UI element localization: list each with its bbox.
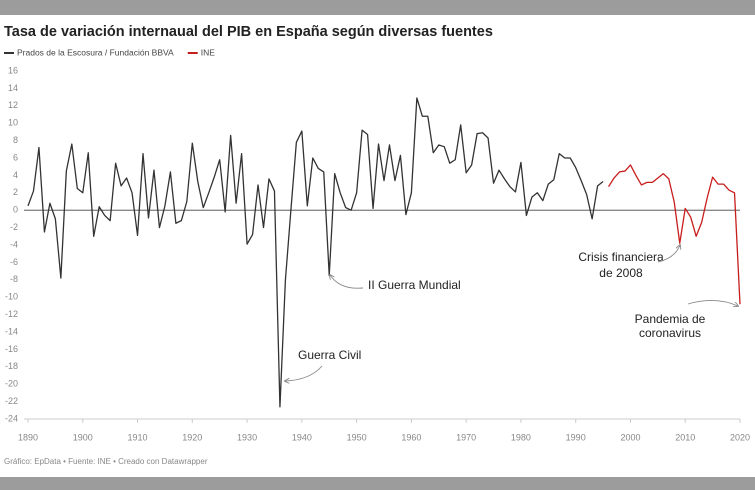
- annotation: II Guerra Mundial: [368, 278, 461, 292]
- y-tick-label: 4: [13, 170, 18, 180]
- y-tick-label: 6: [13, 152, 18, 162]
- x-tick-label: 1960: [401, 432, 421, 442]
- annotation: de 2008: [599, 266, 643, 280]
- chart-title: Tasa de variación internaual del PIB en …: [4, 24, 493, 40]
- annotation-arrow: [687, 300, 738, 306]
- x-tick-label: 1910: [128, 432, 148, 442]
- y-tick-label: 0: [13, 205, 18, 215]
- x-tick-label: 2000: [620, 432, 640, 442]
- top-bar: [0, 0, 755, 15]
- y-tick-label: -24: [5, 413, 18, 423]
- y-tick-label: 16: [8, 65, 18, 75]
- y-tick-label: -14: [5, 326, 18, 336]
- y-tick-label: 14: [8, 83, 18, 93]
- annotation-arrow: [657, 245, 680, 263]
- bottom-bar: [0, 477, 755, 490]
- y-tick-label: 8: [13, 135, 18, 145]
- annotation: Pandemia de: [635, 312, 706, 326]
- legend-label: INE: [201, 47, 216, 57]
- series-line: [27, 97, 604, 408]
- x-tick-label: 1920: [182, 432, 202, 442]
- y-tick-label: -8: [10, 274, 18, 284]
- x-tick-label: 1990: [566, 432, 586, 442]
- y-tick-label: 12: [8, 100, 18, 110]
- x-tick-label: 1930: [237, 432, 257, 442]
- y-tick-label: -12: [5, 309, 18, 319]
- x-tick-label: 1950: [347, 432, 367, 442]
- x-tick-label: 2020: [730, 432, 750, 442]
- x-tick-label: 1900: [73, 432, 93, 442]
- y-tick-label: -2: [10, 222, 18, 232]
- legend-label: Prados de la Escosura / Fundación BBVA: [17, 47, 174, 57]
- annotation-arrow: [285, 365, 323, 381]
- y-tick-label: -6: [10, 257, 18, 267]
- source: Gráfico: EpData • Fuente: INE • Creado c…: [4, 457, 208, 466]
- series-line: [608, 164, 741, 305]
- annotation: Guerra Civil: [298, 348, 361, 362]
- annotations: Guerra Civil II Guerra Mundial Crisis fi…: [285, 245, 738, 381]
- y-tick-label: -4: [10, 239, 18, 249]
- x-tick-label: 1970: [456, 432, 476, 442]
- x-tick-label: 1940: [292, 432, 312, 442]
- y-tick-label: -16: [5, 344, 18, 354]
- y-tick-label: -22: [5, 396, 18, 406]
- annotation: Crisis financiera: [578, 250, 664, 264]
- x-tick-label: 2010: [675, 432, 695, 442]
- y-tick-label: -18: [5, 361, 18, 371]
- y-tick-label: 10: [8, 118, 18, 128]
- y-tick-label: -10: [5, 292, 18, 302]
- annotation: coronavirus: [639, 326, 701, 340]
- x-tick-label: 1890: [18, 432, 38, 442]
- x-tick-label: 1980: [511, 432, 531, 442]
- y-tick-label: 2: [13, 187, 18, 197]
- annotation-arrow: [330, 275, 364, 289]
- y-tick-label: -20: [5, 379, 18, 389]
